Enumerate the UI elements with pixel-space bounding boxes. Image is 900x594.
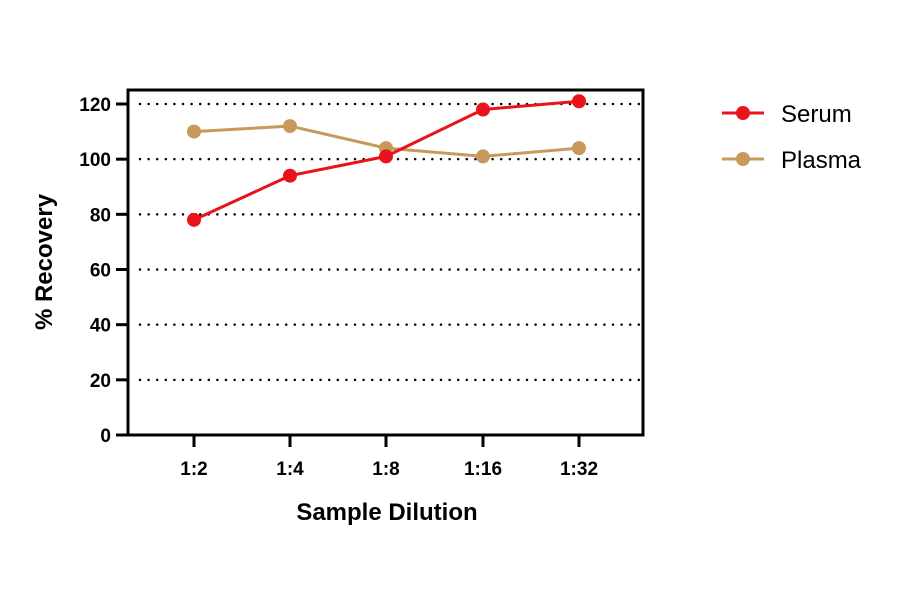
- legend-label: Plasma: [781, 147, 862, 174]
- plasma-point: [476, 149, 490, 164]
- y-axis-ticks: 0 20 40 60 80 100 120: [79, 95, 128, 447]
- plot-frame: [126, 88, 645, 437]
- legend: Serum Plasma: [722, 101, 862, 174]
- y-tick-label: 80: [90, 205, 111, 226]
- y-tick-label: 20: [90, 371, 111, 392]
- y-tick-label: 0: [100, 426, 111, 447]
- y-tick-label: 40: [90, 316, 111, 337]
- plasma-point: [187, 124, 201, 139]
- x-tick-label: 1:32: [560, 459, 598, 480]
- x-tick-label: 1:16: [464, 459, 502, 480]
- serum-point: [379, 149, 393, 164]
- x-tick-label: 1:4: [276, 459, 304, 480]
- serum-point: [283, 168, 297, 183]
- y-tick-label: 100: [79, 150, 111, 171]
- y-tick-label: 60: [90, 261, 111, 282]
- legend-swatch-marker: [736, 152, 750, 166]
- y-tick-label: 120: [79, 95, 111, 116]
- serum-point: [572, 94, 586, 109]
- serum-point: [187, 212, 201, 227]
- series-serum: [187, 94, 586, 227]
- serum-point: [476, 102, 490, 117]
- y-axis-label: % Recovery: [31, 193, 58, 330]
- series-group: [187, 94, 586, 227]
- series-plasma: [187, 119, 586, 164]
- x-axis-ticks: 1:2 1:4 1:8 1:16 1:32: [180, 435, 598, 480]
- x-axis-label: Sample Dilution: [296, 499, 477, 526]
- legend-label: Serum: [781, 101, 852, 128]
- x-tick-label: 1:2: [180, 459, 207, 480]
- plasma-point: [283, 119, 297, 134]
- x-tick-label: 1:8: [372, 459, 399, 480]
- plasma-point: [572, 141, 586, 156]
- legend-swatch-marker: [736, 106, 750, 120]
